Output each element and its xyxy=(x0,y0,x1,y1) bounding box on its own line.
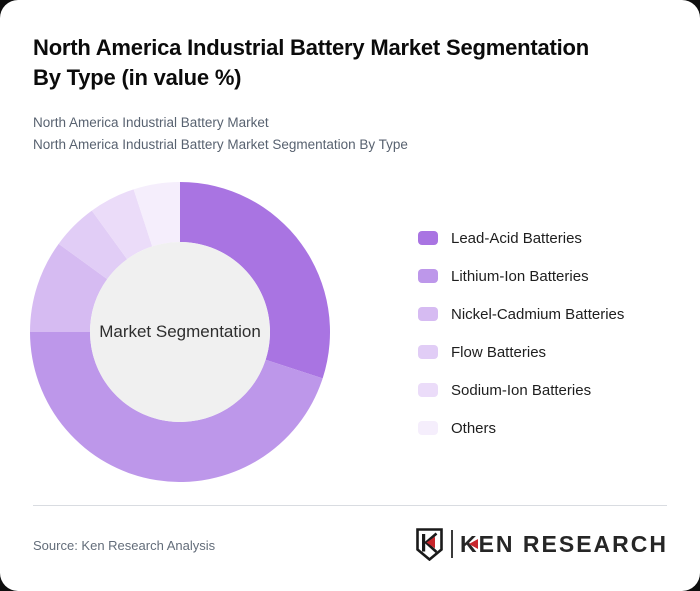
legend-swatch xyxy=(418,307,438,321)
donut-slice-lead-acid-batteries xyxy=(180,182,330,379)
donut-chart xyxy=(30,182,330,482)
ken-research-shield-icon xyxy=(416,527,443,561)
legend-item-nickel-cadmium-batteries: Nickel-Cadmium Batteries xyxy=(418,305,624,323)
ken-research-wordmark: KEN RESEARCH xyxy=(460,531,668,558)
source-text: Source: Ken Research Analysis xyxy=(33,538,216,553)
footer-divider xyxy=(33,505,667,506)
legend-label: Flow Batteries xyxy=(451,343,547,361)
legend-item-lead-acid-batteries: Lead-Acid Batteries xyxy=(418,229,624,247)
legend: Lead-Acid Batteries Lithium-Ion Batteries… xyxy=(418,229,624,457)
donut-slice-sodium-ion-batteries xyxy=(91,189,153,260)
donut-chart-area: Market Segmentation xyxy=(30,182,330,482)
donut-center-circle xyxy=(90,242,270,422)
donut-slice-lithium-ion-batteries xyxy=(30,332,323,482)
donut-slice-nickel-cadmium-batteries xyxy=(30,243,108,332)
logo-divider xyxy=(450,530,453,558)
ken-research-brand-text: KEN RESEARCH xyxy=(459,530,668,557)
logo-red-triangle-icon xyxy=(468,539,478,549)
legend-swatch xyxy=(418,269,438,283)
legend-item-lithium-ion-batteries: Lithium-Ion Batteries xyxy=(418,267,624,285)
chart-subtitle-line1: North America Industrial Battery Market xyxy=(33,115,269,130)
legend-swatch xyxy=(418,421,438,435)
legend-label: Nickel-Cadmium Batteries xyxy=(451,305,625,323)
chart-subtitle-line2: North America Industrial Battery Market … xyxy=(33,136,408,152)
donut-slice-flow-batteries xyxy=(58,210,128,280)
legend-item-sodium-ion-batteries: Sodium-Ion Batteries xyxy=(418,381,624,399)
legend-swatch xyxy=(418,383,438,397)
legend-item-flow-batteries: Flow Batteries xyxy=(418,343,624,361)
chart-title: North America Industrial Battery Market … xyxy=(33,35,590,90)
legend-item-others: Others xyxy=(418,419,624,437)
donut-slice-others xyxy=(133,182,180,247)
legend-label: Others xyxy=(451,419,497,437)
legend-label: Sodium-Ion Batteries xyxy=(451,381,592,399)
chart-subtitle: North America Industrial Battery Market … xyxy=(33,112,633,155)
legend-swatch xyxy=(418,345,438,359)
ken-research-logo: KEN RESEARCH xyxy=(416,527,668,561)
legend-swatch xyxy=(418,231,438,245)
legend-label: Lead-Acid Batteries xyxy=(451,229,582,247)
legend-label: Lithium-Ion Batteries xyxy=(451,267,589,285)
